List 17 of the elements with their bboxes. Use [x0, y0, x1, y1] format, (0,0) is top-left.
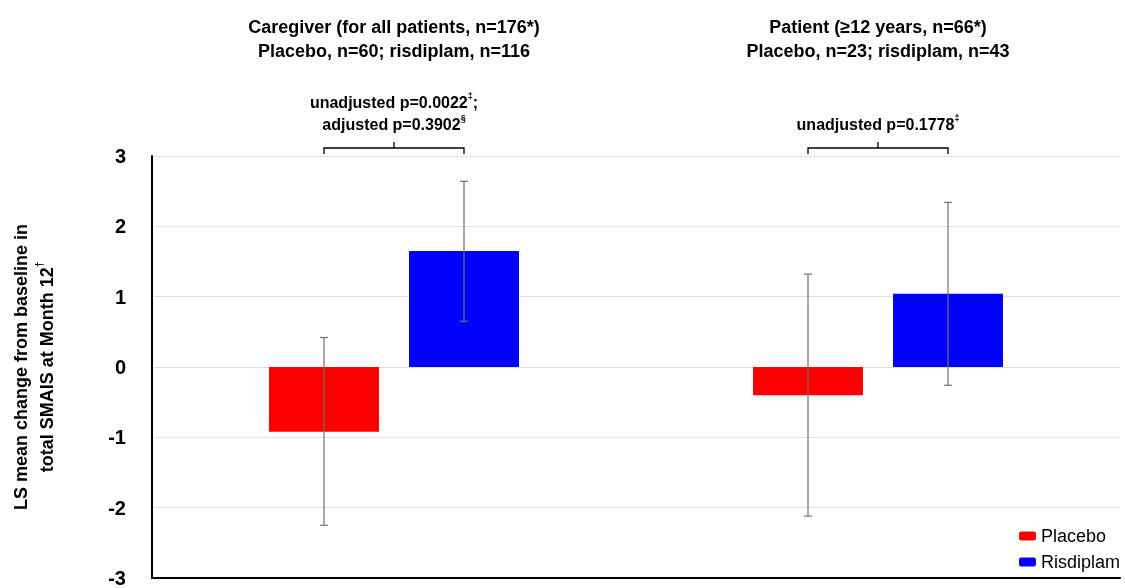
y-tick-label: -1	[108, 426, 126, 449]
text: unadjusted p=0.1778‡	[796, 112, 960, 133]
legend-label: Risdiplam	[1040, 552, 1121, 572]
bar	[269, 367, 379, 432]
x-tick-label: Patient (≥12 years, n=66*) Placebo, n=23; risdiplam, n=43	[746, 17, 1010, 61]
text: unadjusted p=0.0022‡; adjusted p=0.3902§	[309, 90, 479, 133]
y-tick-label: 2	[114, 215, 126, 238]
y-tick-label: -3	[108, 567, 126, 588]
bar	[753, 367, 863, 396]
bar	[893, 293, 1003, 367]
x-tick-label: Caregiver (for all patients, n=176*) Placebo, n=60; risdiplam, n=116	[248, 17, 540, 61]
y-tick-label: -2	[108, 496, 126, 519]
y-tick-label: 1	[114, 285, 126, 308]
y-tick-label: 3	[114, 145, 126, 167]
bar	[409, 250, 519, 367]
y-tick-label: 0	[114, 356, 126, 378]
legend-label: Placebo	[1040, 526, 1107, 546]
